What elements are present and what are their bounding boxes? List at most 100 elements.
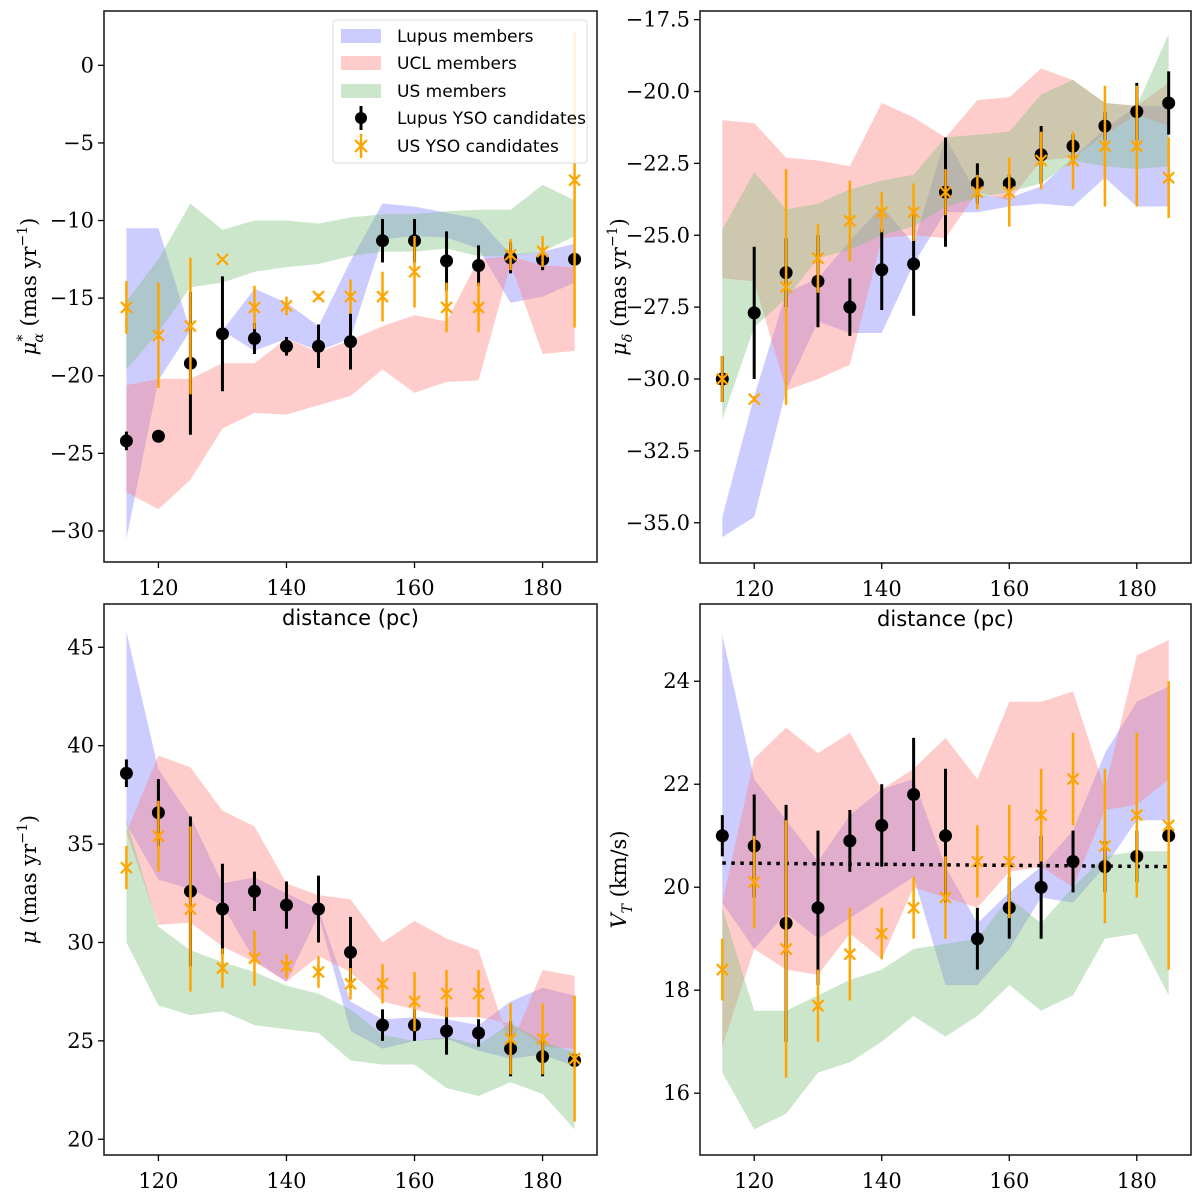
legend-label-lupus: Lupus members (397, 27, 534, 47)
lupus-yso-point (311, 902, 325, 916)
lupus-yso-point (440, 1024, 454, 1038)
y-tick-label: 24 (663, 669, 690, 693)
y-tick-label: 20 (663, 875, 690, 899)
lupus-yso-point (215, 902, 229, 916)
legend-swatch-lupus (341, 29, 381, 43)
lupus-members-band (126, 631, 575, 1067)
us-yso-point (568, 173, 581, 187)
legend-swatch-us (341, 84, 381, 98)
x-tick-label: 180 (523, 576, 563, 600)
us-yso-point (811, 999, 825, 1012)
panel-pm-total: 120 140 160 180 20 25 30 35 40 45 distance (pc) μ (… (15, 603, 598, 1200)
x-axis-label: distance (pc) (877, 607, 1014, 631)
us-yso-point (248, 301, 261, 314)
us-yso-point (875, 927, 889, 940)
x-tick-label: 160 (394, 576, 434, 600)
us-yso-point (716, 963, 729, 976)
legend-swatch-ucl (341, 56, 381, 70)
lupus-yso-point (119, 766, 133, 780)
lupus-yso-point (1162, 96, 1176, 110)
y-tick-label: 25 (67, 1029, 94, 1053)
us-yso-point (216, 253, 229, 266)
us-yso-point (280, 299, 293, 313)
us-yso-point (152, 829, 165, 843)
us-yso-point (408, 265, 421, 279)
us-yso-point (120, 861, 133, 874)
us-yso-point (280, 959, 293, 973)
lupus-yso-point (939, 829, 952, 843)
ucl-members-band (126, 755, 575, 1049)
lupus-yso-point (344, 945, 357, 959)
us-yso-point (216, 961, 229, 975)
us-yso-point (875, 205, 889, 219)
us-yso-point (504, 248, 517, 261)
dot-marker-icon (355, 112, 367, 124)
us-yso-point (1130, 808, 1144, 822)
us-members-band (126, 184, 575, 370)
lupus-yso-point (311, 339, 325, 353)
y-tick-label: −27.5 (626, 295, 690, 319)
lupus-yso-point (907, 788, 921, 802)
lupus-yso-point (472, 1026, 486, 1040)
lupus-yso-point (151, 429, 165, 443)
lupus-yso-point (344, 335, 357, 349)
us-yso-point (376, 290, 389, 303)
us-yso-point (1162, 819, 1175, 832)
y-tick-label: 22 (663, 772, 690, 796)
y-tick-label: −20 (50, 364, 94, 388)
lupus-yso-point (1034, 880, 1048, 894)
us-yso-point (843, 214, 857, 228)
axes-frame (699, 10, 1192, 564)
us-yso-point (344, 290, 357, 303)
us-yso-point (1066, 772, 1080, 786)
us-yso-point (440, 301, 453, 314)
x-tick-label: 120 (138, 1169, 178, 1193)
y-tick-label: −22.5 (626, 151, 690, 175)
us-yso-point (1098, 139, 1112, 153)
us-yso-point (1162, 171, 1175, 185)
y-tick-label: −30.0 (626, 367, 690, 391)
x-tick-label: 140 (862, 1169, 902, 1193)
lupus-yso-point (811, 901, 825, 915)
us-yso-point (472, 301, 485, 314)
y-tick-label: −20.0 (626, 80, 690, 104)
legend-marker-us-yso (354, 134, 368, 158)
us-yso-point (248, 951, 261, 965)
lupus-yso-point (843, 300, 857, 314)
y-tick-label: −25 (50, 441, 94, 465)
lupus-yso-point (907, 257, 921, 271)
us-yso-point (120, 301, 133, 314)
x-tick-label: 160 (989, 1169, 1029, 1193)
lupus-yso-point (247, 331, 261, 345)
lupus-members-band (722, 634, 1169, 986)
x-tick-label: 140 (266, 576, 306, 600)
x-marker-icon (354, 139, 368, 153)
us-yso-point (747, 875, 761, 889)
legend-label-us-yso: US YSO candidates (397, 137, 559, 157)
y-tick-label: 18 (663, 978, 690, 1002)
lupus-yso-point (970, 932, 984, 946)
us-yso-point (504, 1032, 517, 1046)
axes-frame (103, 603, 598, 1156)
us-yso-point (1098, 839, 1112, 853)
y-tick-label: −25.0 (626, 223, 690, 247)
x-tick-label: 120 (734, 1169, 774, 1193)
x-tick-label: 180 (1117, 1169, 1157, 1193)
us-yso-point (1066, 154, 1080, 167)
us-yso-point (472, 987, 485, 1000)
panel-vt: 120 140 160 180 16 18 20 22 24 distance (pc) VT (k… (607, 603, 1192, 1200)
lupus-yso-point (843, 834, 857, 848)
legend-label-ucl: UCL members (397, 54, 517, 74)
ucl-members-band (126, 256, 575, 510)
y-tick-label: 20 (67, 1127, 94, 1151)
y-tick-label: −10 (50, 209, 94, 233)
lupus-yso-point (376, 1018, 390, 1032)
axes-frame (699, 603, 1192, 1156)
y-axis-label: μδ (mas yr−1) (605, 218, 636, 356)
lupus-yso-point (875, 263, 889, 277)
us-yso-point (779, 942, 793, 956)
lupus-yso-point (376, 234, 390, 248)
us-yso-point (1002, 855, 1016, 868)
lupus-yso-point (747, 306, 761, 320)
